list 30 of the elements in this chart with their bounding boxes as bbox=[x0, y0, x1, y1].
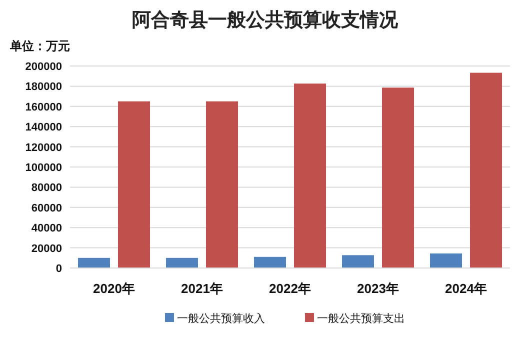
bar bbox=[342, 255, 374, 268]
x-tick-label: 2020年 bbox=[93, 281, 135, 296]
bar bbox=[294, 84, 326, 268]
y-tick-label: 160000 bbox=[25, 101, 62, 114]
bar bbox=[166, 258, 198, 268]
y-tick-label: 60000 bbox=[31, 202, 62, 214]
y-tick-label: 140000 bbox=[25, 122, 62, 134]
y-tick-label: 40000 bbox=[31, 222, 62, 235]
y-tick-label: 100000 bbox=[25, 162, 62, 174]
bar bbox=[206, 101, 238, 268]
y-axis-title: 单位：万元 bbox=[9, 39, 70, 53]
x-tick-label: 2023年 bbox=[357, 281, 399, 296]
bar bbox=[430, 253, 462, 268]
legend-label: 一般公共预算收入 bbox=[177, 312, 265, 325]
chart-title: 阿合奇县一般公共预算收支情况 bbox=[132, 9, 399, 31]
x-tick-label: 2022年 bbox=[269, 281, 311, 296]
bar bbox=[470, 72, 502, 268]
y-tick-label: 200000 bbox=[25, 61, 62, 73]
y-tick-label: 0 bbox=[56, 263, 62, 275]
y-tick-label: 180000 bbox=[25, 81, 62, 94]
y-tick-label: 20000 bbox=[31, 242, 62, 255]
legend-label: 一般公共预算支出 bbox=[317, 312, 405, 325]
bar bbox=[78, 258, 110, 268]
bar bbox=[254, 256, 286, 268]
bar bbox=[382, 88, 414, 268]
y-tick-label: 120000 bbox=[25, 142, 62, 154]
x-tick-label: 2021年 bbox=[181, 281, 223, 296]
x-tick-label: 2024年 bbox=[445, 281, 487, 296]
y-tick-label: 80000 bbox=[31, 182, 62, 194]
bar bbox=[118, 101, 150, 268]
